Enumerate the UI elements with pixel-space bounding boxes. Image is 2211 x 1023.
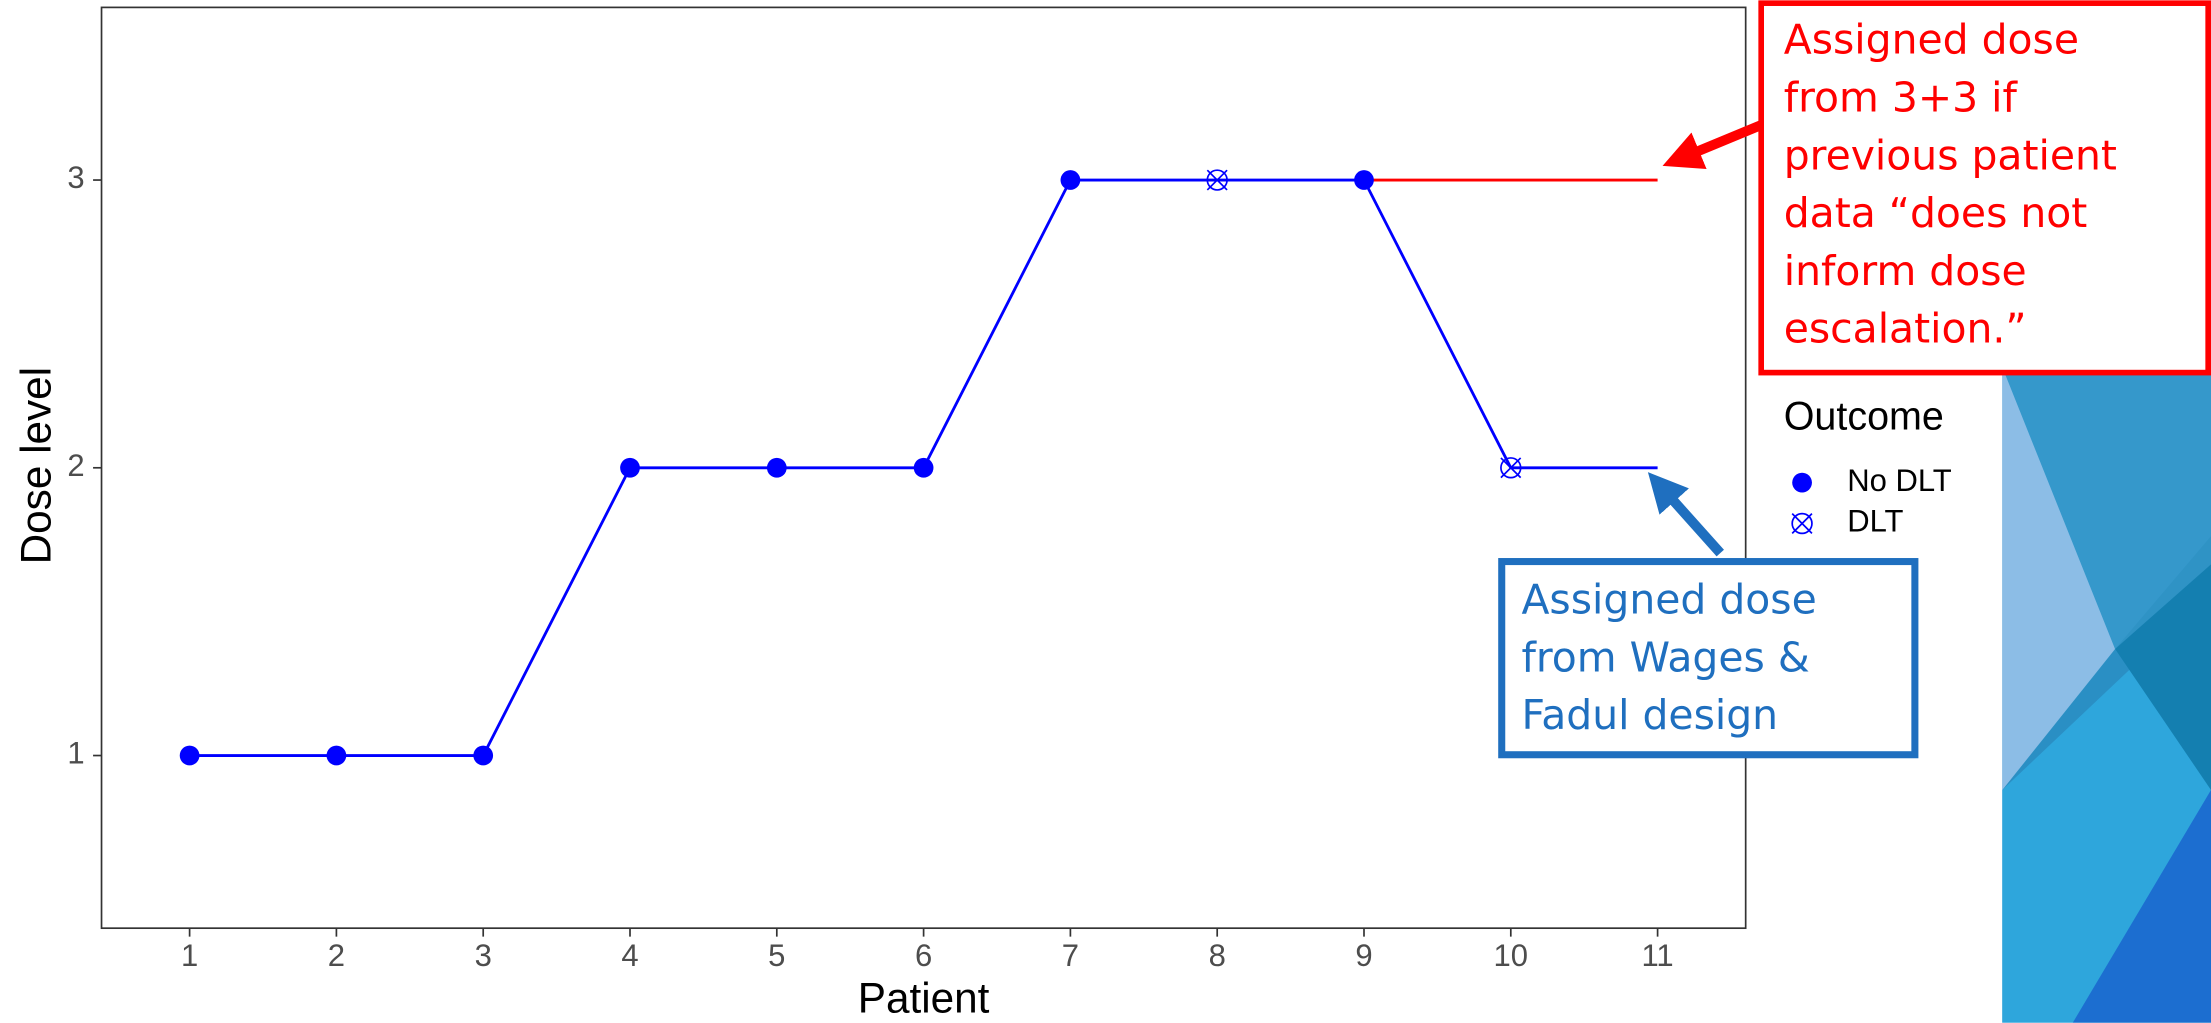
point-marker	[620, 458, 640, 478]
legend-label: DLT	[1847, 504, 1903, 539]
x-tick-label: 5	[768, 938, 785, 973]
chart: Patient Dose level Outcome 1 2 3 1 2 3 4 5 6 7 8 9 1…	[0, 0, 2211, 1023]
point-marker	[767, 458, 787, 478]
annotation-text: Assigned dose	[1784, 16, 2079, 64]
annotation-text: data “does not	[1784, 189, 2088, 237]
legend-title: Outcome	[1784, 395, 1944, 439]
x-tick-label: 10	[1494, 938, 1529, 973]
point-marker	[1354, 170, 1374, 190]
x-tick-label: 3	[475, 938, 492, 973]
page: {"chart_data": { "type": "line", "x": [1…	[0, 0, 2211, 1023]
x-tick-label: 11	[1641, 938, 1673, 973]
point-marker	[1792, 514, 1812, 534]
y-tick-label: 2	[67, 448, 84, 483]
y-tick-label: 3	[67, 160, 84, 195]
x-tick-label: 1	[181, 938, 198, 973]
annotation-text: escalation.”	[1784, 305, 2027, 353]
background-decoration	[2002, 339, 2211, 1023]
annotation-text: inform dose	[1784, 247, 2027, 295]
x-tick-label: 9	[1355, 938, 1372, 973]
x-tick-label: 7	[1062, 938, 1079, 973]
x-tick-label: 6	[915, 938, 932, 973]
x-tick-label: 4	[621, 938, 638, 973]
annotation-text: Fadul design	[1521, 691, 1778, 739]
point-marker	[914, 458, 934, 478]
point-marker	[180, 746, 200, 766]
point-marker	[327, 746, 347, 766]
marker-part	[1792, 514, 1812, 534]
point-marker	[1061, 170, 1081, 190]
legend-label: No DLT	[1847, 463, 1952, 498]
point-marker	[473, 746, 493, 766]
annotation-text: from 3+3 if	[1784, 73, 2019, 121]
y-tick-label: 1	[67, 736, 84, 771]
point-marker	[1792, 473, 1812, 493]
annotation-text: Assigned dose	[1521, 575, 1816, 623]
y-axis-title: Dose level	[13, 367, 60, 564]
annotation-text: from Wages &	[1521, 633, 1809, 681]
x-tick-label: 8	[1209, 938, 1226, 973]
x-axis-title: Patient	[858, 975, 990, 1022]
annotation-text: previous patient	[1784, 131, 2117, 179]
x-tick-label: 2	[328, 938, 345, 973]
